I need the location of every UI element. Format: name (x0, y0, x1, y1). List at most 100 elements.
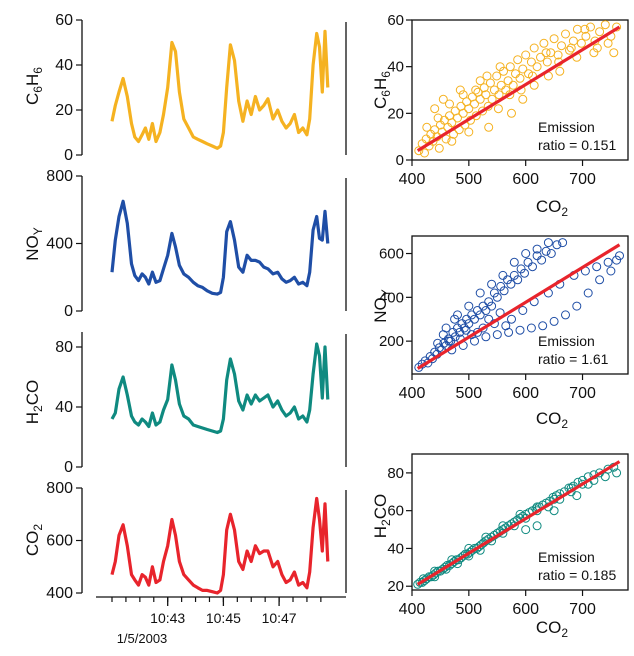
scatter-point (487, 279, 497, 289)
scatter-point (484, 297, 494, 307)
scatter-x-tick-label: 500 (455, 385, 482, 402)
scatter-point (498, 521, 508, 531)
scatter-point (515, 325, 525, 335)
scatter-point (532, 244, 542, 254)
fit-line (416, 25, 621, 153)
scatter-point (546, 249, 556, 258)
scatter-point (513, 275, 523, 285)
scatter-point (592, 43, 602, 53)
scatter-point (558, 238, 568, 248)
scatter-point (493, 104, 503, 114)
ts-y-tick-label: 0 (64, 303, 73, 320)
scatter-point (538, 321, 548, 331)
scatter-y-tick-label: 20 (387, 578, 404, 595)
scatter-point (532, 62, 542, 72)
scatter-y-tick-label: 60 (387, 503, 404, 520)
fit-line (416, 460, 621, 586)
time-tick-label: 10:47 (262, 610, 297, 626)
scatter-point (447, 136, 457, 146)
scatter-point (496, 80, 506, 90)
scatter-point (505, 62, 515, 72)
ts-series-line (110, 199, 330, 296)
scatter-point (518, 94, 528, 104)
scatter-point (470, 314, 479, 324)
scatter-point (552, 240, 562, 250)
scatter-point (508, 80, 518, 90)
scatter-point (430, 104, 440, 114)
scatter-point (475, 310, 485, 320)
scatter-point (603, 38, 613, 48)
scatter-xlabel-h2co: CO2 (536, 618, 569, 640)
scatter-point (422, 122, 432, 132)
scatter-point (549, 506, 559, 516)
scatter-point (566, 43, 576, 53)
scatter-point (580, 24, 590, 34)
scatter-point (578, 479, 587, 489)
scatter-point (450, 314, 460, 324)
scatter-point (549, 316, 559, 326)
scatter-x-tick-label: 600 (512, 171, 539, 188)
scatter-point (470, 99, 479, 109)
scatter-point (553, 50, 563, 60)
scatter-point (447, 118, 457, 128)
scatter-point (612, 255, 622, 265)
scatter-y-tick-label: 80 (387, 465, 404, 482)
ts-y-tick-label: 800 (46, 168, 73, 185)
scatter-y-tick-label: 200 (379, 333, 404, 350)
scatter-point (541, 246, 551, 256)
scatter-point (546, 48, 556, 58)
scatter-point (505, 90, 515, 100)
scatter-point (475, 76, 485, 86)
ts-y-tick-label: 20 (55, 102, 73, 119)
scatter-x-tick-label: 700 (569, 385, 596, 402)
scatter-point (414, 362, 424, 372)
scatter-point (526, 57, 536, 67)
scatter-point (518, 64, 528, 74)
scatter-xlabel-c6h6: CO2 (536, 197, 569, 219)
scatter-point (446, 336, 456, 346)
scatter-point (492, 71, 502, 81)
scatter-x-tick-label: 400 (399, 171, 426, 188)
scatter-point (458, 90, 468, 100)
scatter-point (413, 579, 423, 589)
scatter-point (555, 66, 565, 76)
scatter-point (561, 310, 570, 320)
scatter-panel-h2co: 400 500 600 700 20 40 60 80 Emission ratio = 0.18… (387, 453, 629, 618)
scatter-point (557, 41, 566, 51)
scatter-point (494, 90, 504, 100)
scatter-point (453, 113, 462, 123)
scatter-point (521, 249, 531, 258)
scatter-point (499, 286, 509, 296)
scatter-point (529, 80, 539, 90)
ts-y-tick-label: 80 (55, 339, 73, 356)
emission-annotation-line1: Emission (538, 119, 595, 135)
scatter-point (503, 76, 513, 86)
scatter-point (609, 48, 619, 58)
ts-series-line (110, 29, 330, 150)
scatter-point (515, 73, 525, 83)
scatter-point (589, 48, 599, 58)
scatter-point (485, 78, 495, 88)
scatter-point (495, 62, 505, 72)
emission-annotation-line1: Emission (538, 333, 595, 349)
scatter-point (513, 55, 523, 65)
scatter-point (487, 301, 497, 311)
emission-annotation-line2: ratio = 0.185 (538, 567, 616, 583)
scatter-point (595, 275, 605, 285)
scatter-point (464, 301, 474, 311)
ts-y-tick-label: 40 (55, 399, 73, 416)
scatter-y-tick-label: 20 (387, 105, 404, 122)
scatter-point (481, 332, 491, 342)
ts-y-tick-label: 60 (55, 12, 73, 29)
scatter-x-tick-label: 400 (399, 601, 426, 618)
scatter-point (478, 323, 488, 333)
scatter-x-tick-label: 500 (455, 171, 482, 188)
timeseries-panel-h2co: 0 40 80 (55, 332, 347, 476)
scatter-ylabel-c6h6: C6H6 (371, 71, 393, 109)
emission-annotation-line2: ratio = 1.61 (538, 351, 609, 367)
scatter-y-tick-label: 0 (396, 152, 404, 169)
scatter-xlabel-noy: CO2 (536, 409, 569, 431)
scatter-point (515, 509, 525, 519)
scatter-point (539, 38, 549, 48)
